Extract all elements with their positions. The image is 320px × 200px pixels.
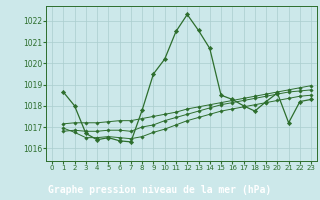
Text: Graphe pression niveau de la mer (hPa): Graphe pression niveau de la mer (hPa)	[48, 185, 272, 195]
